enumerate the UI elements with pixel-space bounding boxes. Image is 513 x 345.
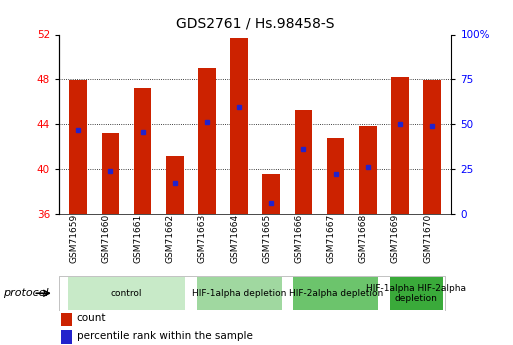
- Text: GSM71661: GSM71661: [133, 214, 143, 263]
- Bar: [196, 277, 282, 310]
- Text: GSM71668: GSM71668: [359, 214, 368, 263]
- Bar: [69, 80, 87, 214]
- Title: GDS2761 / Hs.98458-S: GDS2761 / Hs.98458-S: [176, 17, 334, 31]
- Text: GSM71669: GSM71669: [391, 214, 400, 263]
- Bar: [61, 313, 72, 326]
- Text: GSM71662: GSM71662: [166, 214, 175, 263]
- Bar: [134, 88, 151, 214]
- Text: GSM71666: GSM71666: [294, 214, 304, 263]
- Bar: [294, 110, 312, 214]
- Bar: [102, 133, 120, 214]
- Text: GSM71667: GSM71667: [327, 214, 336, 263]
- Text: GSM71665: GSM71665: [262, 214, 271, 263]
- Bar: [293, 277, 378, 310]
- Bar: [359, 127, 377, 214]
- Text: protocol: protocol: [3, 288, 48, 298]
- Bar: [391, 77, 409, 214]
- Text: HIF-1alpha depletion: HIF-1alpha depletion: [192, 289, 286, 298]
- Bar: [389, 277, 443, 310]
- Bar: [68, 277, 185, 310]
- Bar: [327, 138, 345, 214]
- Bar: [230, 38, 248, 214]
- Text: percentile rank within the sample: percentile rank within the sample: [76, 331, 252, 341]
- Bar: [61, 330, 72, 344]
- Bar: [263, 174, 280, 214]
- Bar: [198, 68, 216, 214]
- Text: GSM71670: GSM71670: [423, 214, 432, 263]
- Text: HIF-1alpha HIF-2alpha
depletion: HIF-1alpha HIF-2alpha depletion: [366, 284, 466, 303]
- Bar: [423, 80, 441, 214]
- Text: GSM71664: GSM71664: [230, 214, 239, 263]
- Text: HIF-2alpha depletion: HIF-2alpha depletion: [288, 289, 383, 298]
- Text: count: count: [76, 314, 106, 323]
- Text: GSM71660: GSM71660: [102, 214, 110, 263]
- Text: control: control: [111, 289, 142, 298]
- Text: GSM71663: GSM71663: [198, 214, 207, 263]
- Bar: [166, 156, 184, 214]
- Text: GSM71659: GSM71659: [69, 214, 78, 263]
